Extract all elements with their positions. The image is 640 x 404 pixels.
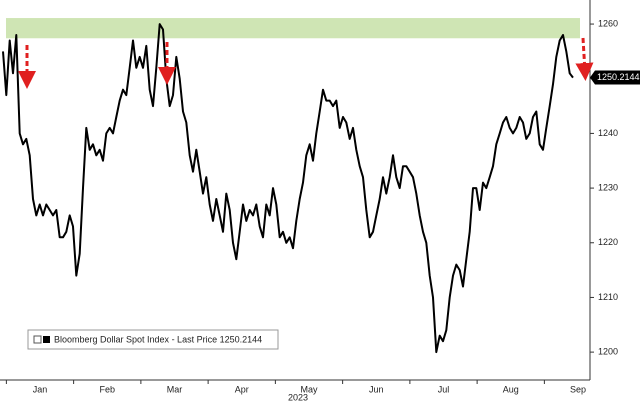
- y-tick-label: 1260: [598, 18, 618, 28]
- legend-swatch: [43, 336, 50, 343]
- x-axis-label: 2023: [288, 392, 308, 402]
- legend-box: [27, 329, 279, 350]
- y-tick-label: 1210: [598, 292, 618, 302]
- down-arrow: [575, 37, 594, 81]
- legend: Bloomberg Dollar Spot Index - Last Price…: [27, 329, 279, 350]
- x-tick-label: Jun: [369, 384, 384, 394]
- x-tick-label: Jan: [33, 384, 48, 394]
- last-price-label: 1250.2144: [597, 72, 640, 82]
- x-tick-label: Feb: [99, 384, 115, 394]
- arrows: [18, 37, 594, 89]
- price-tag-bg: [590, 70, 640, 85]
- x-tick-label: Aug: [503, 384, 519, 394]
- x-tick-label: Mar: [167, 384, 183, 394]
- price-line: [2, 23, 574, 354]
- y-tick-label: 1220: [598, 237, 618, 247]
- y-tick-label: 1200: [598, 346, 618, 356]
- x-tick-label: May: [300, 384, 318, 394]
- x-tick-label: Jul: [438, 384, 450, 394]
- x-tick-label: Apr: [235, 384, 249, 394]
- y-tick-label: 1230: [598, 182, 618, 192]
- y-tick-label: 1240: [598, 128, 618, 138]
- legend-icon: [33, 335, 42, 344]
- legend-label: Bloomberg Dollar Spot Index - Last Price…: [54, 334, 262, 344]
- x-tick-label: Sep: [570, 384, 586, 394]
- plot-area: 1200121012201230124012501260JanFebMarApr…: [0, 0, 640, 394]
- highlight-band: [6, 18, 580, 39]
